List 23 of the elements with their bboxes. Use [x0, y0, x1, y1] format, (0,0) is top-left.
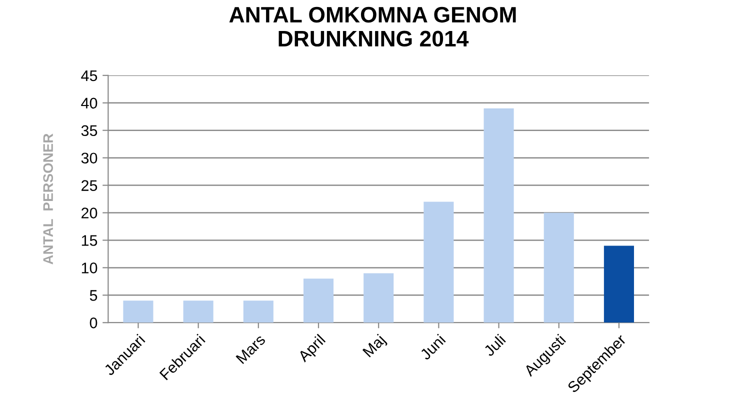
y-tick-label: 25 — [82, 180, 98, 191]
y-axis-title: ANTAL PERSONER — [43, 134, 54, 264]
bar — [484, 108, 514, 323]
y-tick-label: 15 — [82, 235, 98, 246]
bar — [604, 246, 634, 323]
bar — [183, 300, 214, 323]
y-tick-label: 40 — [81, 98, 98, 109]
bar — [303, 278, 334, 323]
x-tick-label: Juli — [482, 334, 506, 358]
bar — [544, 212, 574, 323]
y-tick-label: 30 — [81, 152, 98, 164]
y-tick-label: 10 — [82, 262, 98, 274]
chart-title: ANTAL OMKOMNA GENOM DRUNKNING 2014 — [229, 6, 516, 47]
x-tick-label: Maj — [362, 334, 388, 360]
bar — [424, 202, 454, 323]
y-tick-label: 20 — [82, 208, 98, 218]
y-tick-label: 45 — [81, 70, 98, 82]
bar — [243, 300, 274, 323]
y-tick-label: 5 — [90, 290, 98, 301]
y-tick-label: 35 — [81, 125, 98, 136]
bar — [364, 273, 394, 323]
bar — [123, 300, 154, 323]
y-tick-label: 0 — [90, 318, 98, 328]
